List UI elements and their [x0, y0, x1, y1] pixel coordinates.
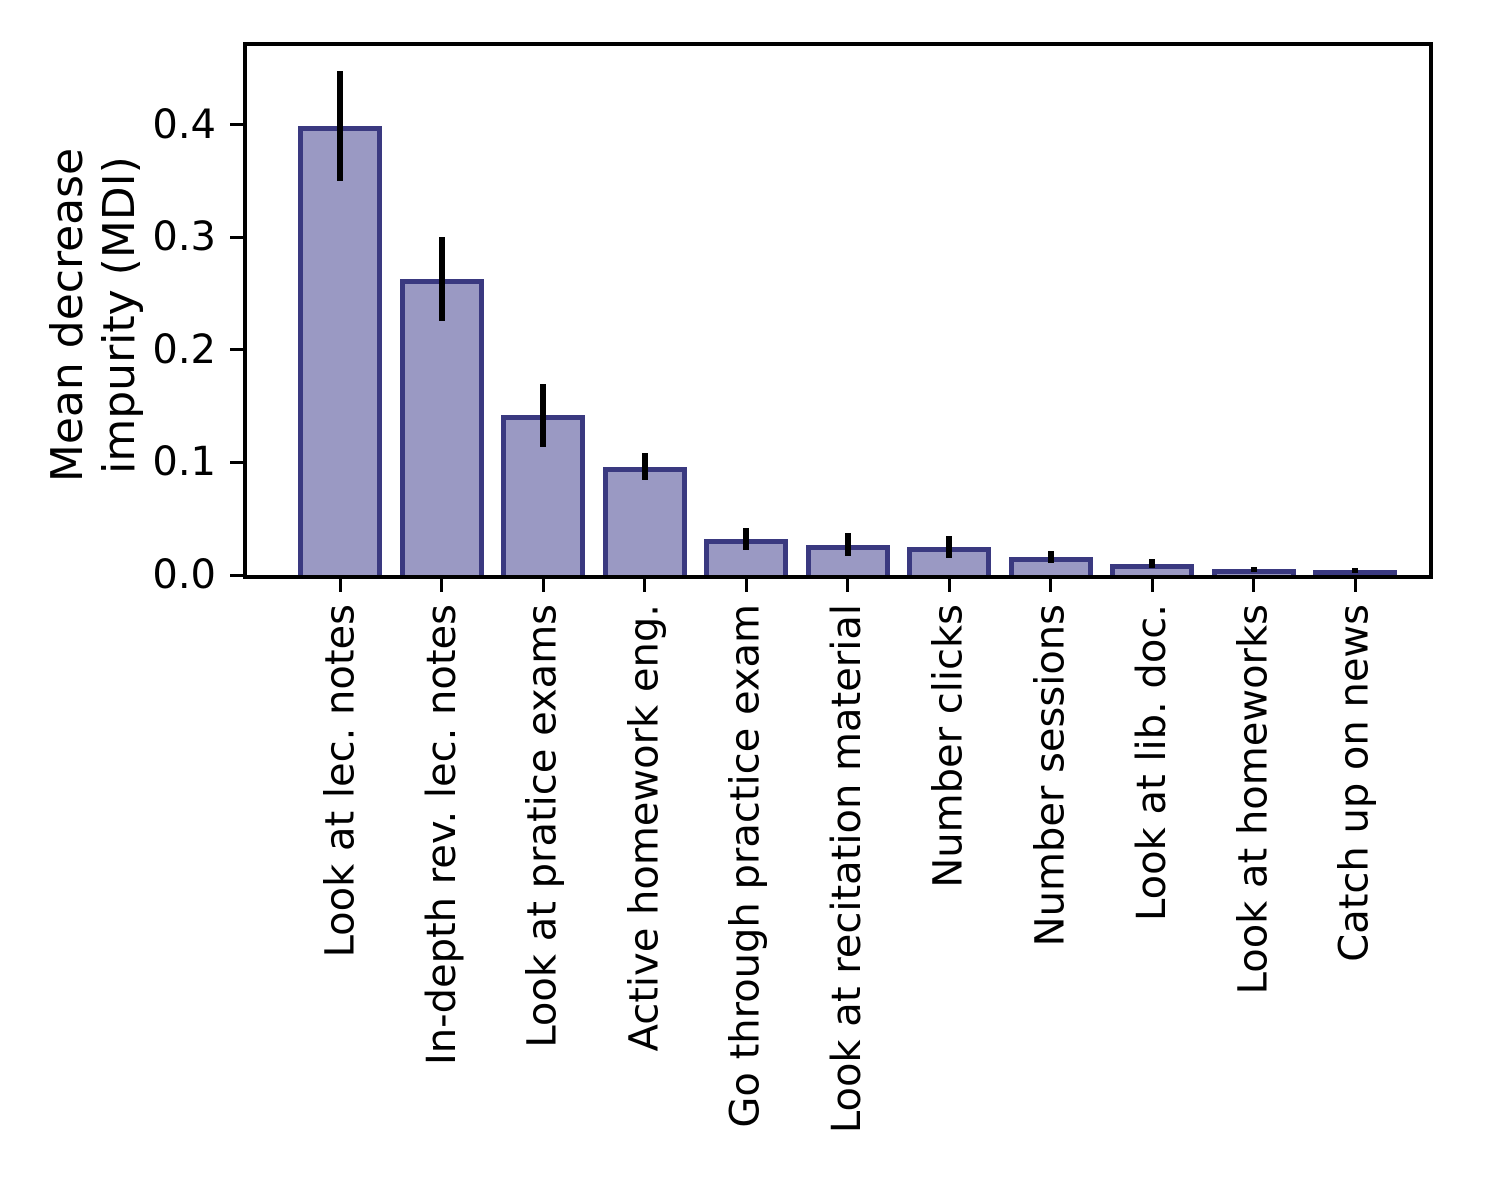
y-tick — [230, 123, 243, 127]
x-tick-label: Look at recitation material — [824, 604, 871, 1134]
x-tick-label: Look at homeworks — [1230, 604, 1277, 995]
y-tick — [230, 348, 243, 352]
y-tick — [230, 573, 243, 577]
x-tick-label: Catch up on news — [1332, 604, 1378, 962]
y-tick-label: 0.0 — [152, 552, 216, 598]
x-tick — [846, 579, 849, 592]
error-bar — [1149, 559, 1155, 569]
y-tick-label: 0.2 — [152, 326, 216, 373]
x-tick-label: Look at lib. doc. — [1129, 604, 1175, 921]
error-bar — [844, 533, 851, 556]
error-bar — [946, 535, 952, 559]
x-tick — [947, 579, 951, 592]
error-bar — [641, 453, 648, 481]
x-tick-label: Active homework eng. — [621, 604, 668, 1052]
y-tick-label: 0.1 — [152, 439, 216, 486]
bar — [298, 126, 382, 575]
x-tick-label: Number sessions — [1027, 604, 1074, 947]
error-bar — [540, 383, 546, 447]
x-tick — [1353, 579, 1357, 592]
error-bar — [438, 237, 445, 321]
x-tick-label: In-depth rev. lec. notes — [418, 604, 465, 1065]
y-tick — [230, 460, 243, 464]
x-tick — [541, 579, 545, 592]
bar — [602, 467, 687, 575]
x-tick — [1150, 579, 1154, 592]
plot-area — [243, 42, 1433, 579]
x-tick — [1049, 579, 1052, 592]
x-tick — [1252, 579, 1255, 592]
x-tick — [440, 579, 443, 592]
y-axis-label: Mean decrease impurity (MDI) — [42, 147, 145, 483]
x-tick — [338, 579, 342, 592]
y-axis-label-anchor: Mean decrease impurity (MDI) — [38, 147, 150, 483]
error-bar — [1352, 568, 1358, 573]
error-bar — [1250, 567, 1257, 572]
x-tick-label: Go through practice exam — [723, 604, 769, 1128]
bar — [399, 279, 484, 575]
y-tick — [230, 235, 243, 239]
x-tick — [744, 579, 748, 592]
error-bar — [337, 70, 343, 182]
x-tick — [643, 579, 646, 592]
x-tick-label: Look at pratice exams — [520, 604, 566, 1048]
x-tick-label: Look at lec. notes — [317, 604, 363, 958]
error-bar — [743, 527, 749, 551]
y-tick-label: 0.3 — [152, 214, 216, 261]
error-bar — [1047, 551, 1054, 563]
y-tick-label: 0.4 — [152, 101, 216, 148]
x-tick-label: Number clicks — [926, 604, 972, 888]
